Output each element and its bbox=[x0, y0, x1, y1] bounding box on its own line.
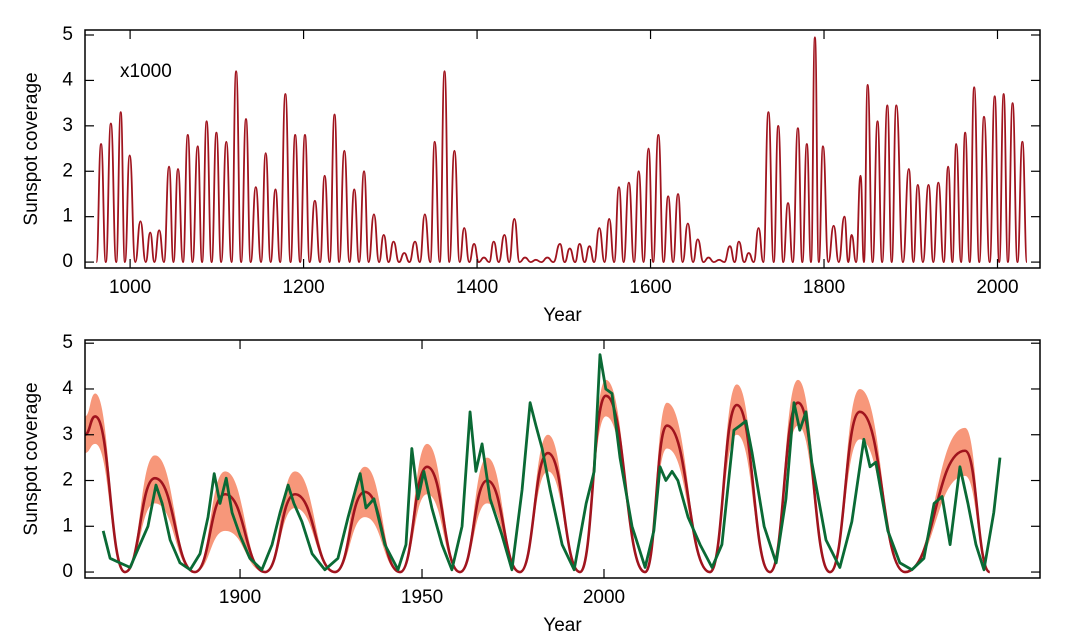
x-tick-label: 1400 bbox=[456, 277, 498, 298]
y-tick-label: 0 bbox=[62, 251, 73, 272]
y-tick-label: 2 bbox=[62, 470, 73, 491]
x-tick-label: 1900 bbox=[219, 587, 261, 608]
y-tick-label: 5 bbox=[62, 332, 73, 353]
y-tick-label: 2 bbox=[62, 160, 73, 181]
y-tick-label: 3 bbox=[62, 115, 73, 136]
y-tick-label: 0 bbox=[62, 561, 73, 582]
y-tick-label: 1 bbox=[62, 515, 73, 536]
x-tick-label: 2000 bbox=[583, 587, 625, 608]
panel: 1000 1200 1400 1600 1800 2000 0 1 2 3 4 5 Year Sunspo… bbox=[21, 24, 1041, 326]
series-line bbox=[95, 36, 1028, 263]
x-axis-label: Year bbox=[543, 305, 582, 326]
y-tick-label: 3 bbox=[62, 424, 73, 445]
x-axis-label: Year bbox=[543, 615, 582, 636]
x-tick-label: 1600 bbox=[629, 277, 671, 298]
x-tick-label: 1800 bbox=[803, 277, 845, 298]
y-axis-label: Sunspot coverage bbox=[21, 382, 42, 535]
annotation: x1000 bbox=[120, 61, 172, 82]
panel: 1900 1950 2000 0 1 2 3 4 5 Year Sunspot coverage bbox=[21, 332, 1041, 636]
x-tick-label: 1000 bbox=[109, 277, 151, 298]
y-axis-label: Sunspot coverage bbox=[21, 72, 42, 225]
uncertainty-band bbox=[85, 379, 990, 573]
plot-area bbox=[85, 353, 1002, 574]
x-tick-label: 1200 bbox=[282, 277, 324, 298]
plot-area bbox=[95, 36, 1028, 263]
y-tick-label: 1 bbox=[62, 206, 73, 227]
x-tick-label: 1950 bbox=[401, 587, 443, 608]
x-tick-label: 2000 bbox=[976, 277, 1018, 298]
axes-frame bbox=[84, 29, 1041, 269]
axes-frame bbox=[84, 339, 1041, 579]
series-line bbox=[101, 353, 1002, 572]
y-tick-label: 4 bbox=[62, 69, 73, 90]
y-tick-label: 4 bbox=[62, 378, 73, 399]
y-tick-label: 5 bbox=[62, 24, 73, 45]
